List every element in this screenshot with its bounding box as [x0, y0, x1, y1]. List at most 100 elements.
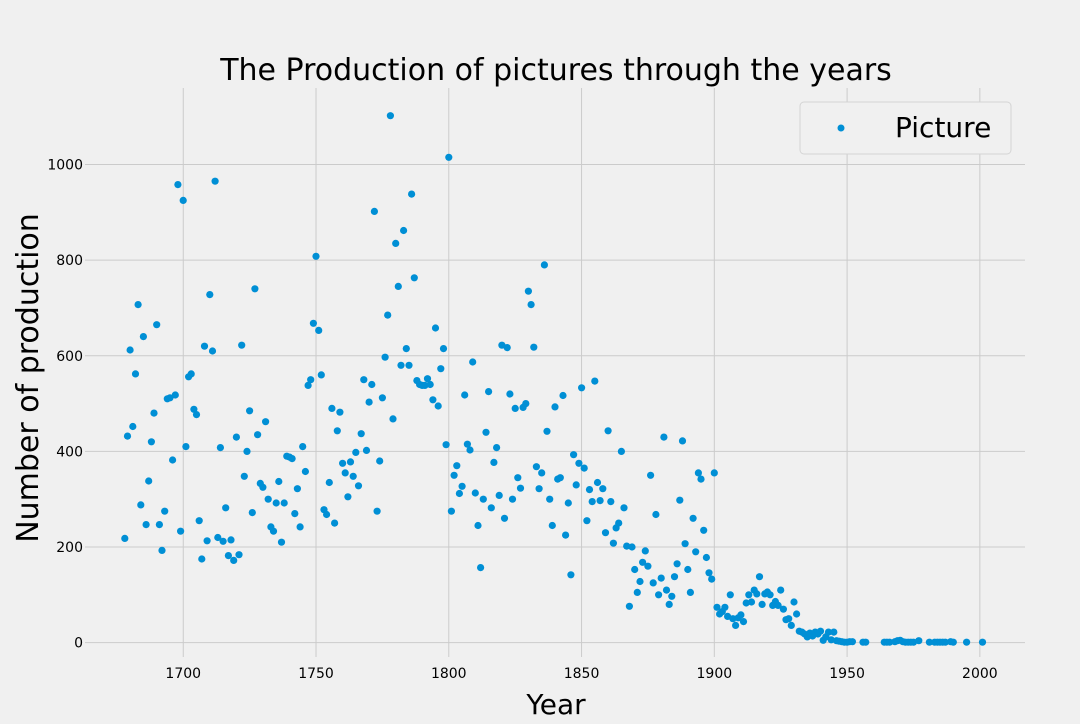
data-point — [538, 469, 546, 477]
data-point — [339, 459, 347, 467]
x-tick-label: 1700 — [165, 666, 201, 682]
data-point — [593, 478, 602, 487]
data-point — [461, 391, 469, 399]
data-point — [169, 456, 177, 464]
data-point — [697, 475, 705, 483]
data-point — [214, 533, 222, 542]
data-point — [394, 282, 402, 290]
data-point — [644, 562, 652, 570]
x-axis-label: Year — [525, 688, 586, 720]
data-point — [129, 422, 137, 431]
data-point — [609, 539, 618, 547]
data-point — [493, 444, 501, 452]
data-point — [580, 464, 588, 472]
data-point — [816, 627, 825, 635]
data-point — [670, 573, 679, 581]
data-point — [689, 514, 697, 522]
data-point — [222, 504, 230, 512]
data-point — [139, 333, 147, 341]
data-point — [293, 485, 301, 493]
data-point — [426, 380, 434, 389]
data-point — [665, 600, 673, 609]
data-point — [238, 341, 246, 349]
data-point — [503, 344, 511, 352]
data-point — [684, 565, 692, 574]
data-point — [384, 311, 392, 319]
data-point — [495, 491, 503, 499]
data-point — [450, 471, 458, 479]
data-point — [179, 196, 187, 204]
data-point — [785, 615, 793, 623]
data-point — [978, 638, 987, 646]
data-point — [177, 527, 185, 535]
data-point — [365, 398, 373, 406]
chart-title: The Production of pictures through the y… — [219, 53, 892, 88]
data-point — [378, 394, 386, 402]
data-point — [668, 592, 676, 600]
data-point — [328, 404, 336, 412]
data-point — [437, 365, 445, 373]
data-point — [570, 451, 578, 459]
data-point — [155, 521, 163, 529]
data-point — [779, 605, 788, 613]
data-point — [692, 548, 700, 556]
data-point — [240, 472, 248, 480]
data-point — [248, 508, 256, 517]
data-point — [708, 575, 716, 583]
data-point — [174, 181, 182, 189]
data-point — [230, 556, 238, 565]
data-point — [827, 636, 835, 644]
y-tick-label: 800 — [56, 253, 83, 269]
data-point — [232, 433, 240, 441]
data-points — [121, 112, 987, 646]
data-point — [673, 560, 681, 568]
data-point — [246, 407, 254, 415]
data-point — [400, 226, 408, 235]
data-point — [227, 536, 235, 544]
data-point — [429, 396, 437, 404]
data-point — [254, 431, 262, 439]
data-point — [344, 493, 352, 501]
data-point — [787, 621, 795, 630]
data-point — [431, 324, 440, 332]
data-point — [511, 404, 519, 412]
data-point — [482, 428, 490, 436]
data-point — [397, 361, 405, 369]
data-point — [445, 153, 453, 161]
data-point — [447, 507, 455, 515]
y-tick-label: 400 — [56, 444, 83, 460]
data-point — [192, 411, 201, 419]
legend: Picture — [799, 101, 1012, 155]
data-point — [187, 370, 195, 378]
data-point — [195, 517, 203, 525]
data-point — [662, 586, 671, 594]
data-point — [567, 571, 575, 579]
data-point — [575, 459, 583, 467]
data-point — [453, 462, 461, 470]
data-point — [346, 458, 355, 466]
x-tick-label: 2000 — [962, 666, 998, 682]
data-point — [527, 301, 535, 309]
data-point — [474, 521, 482, 530]
data-point — [458, 482, 466, 490]
data-point — [625, 602, 634, 610]
data-point — [301, 467, 309, 476]
data-point — [694, 469, 703, 477]
data-point — [739, 618, 748, 626]
data-point — [421, 381, 429, 389]
data-point — [848, 638, 857, 646]
data-point — [886, 638, 894, 646]
data-point — [408, 190, 416, 198]
data-point — [615, 519, 623, 527]
data-point — [206, 291, 214, 299]
data-point — [700, 526, 708, 534]
data-point — [755, 573, 764, 581]
tick-labels: 1700 1750 1800 1850 1900 1950 2000 0 200 400 600 80… — [47, 158, 997, 682]
data-point — [272, 499, 280, 507]
data-point — [490, 458, 498, 466]
data-point — [315, 326, 323, 334]
data-point — [317, 371, 325, 379]
data-point — [623, 542, 631, 550]
data-point — [596, 497, 604, 505]
